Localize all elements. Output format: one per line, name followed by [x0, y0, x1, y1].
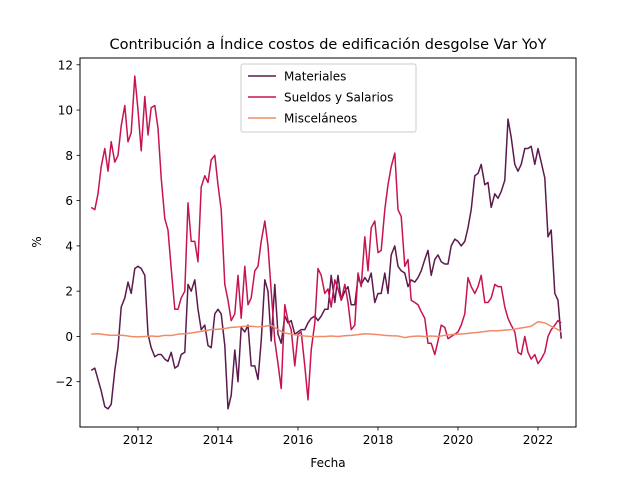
x-tick-label: 2022 — [523, 433, 554, 447]
y-tick-label: 12 — [58, 58, 73, 72]
y-tick-label: 8 — [65, 149, 73, 163]
plot-frame — [79, 57, 577, 428]
x-tick-label: 2014 — [203, 433, 234, 447]
x-axis-ticks: 2012 2014 2016 2018 2020 2022 — [123, 427, 554, 447]
y-tick-label: 10 — [58, 104, 73, 118]
x-axis-label: Fecha — [310, 456, 345, 470]
x-tick-label: 2016 — [283, 433, 314, 447]
x-tick-label: 2012 — [123, 433, 154, 447]
x-tick-label: 2018 — [363, 433, 394, 447]
plot-lines — [90, 75, 562, 410]
series-line-0 — [90, 118, 562, 410]
chart-title: Contribución a Índice costos de edificac… — [109, 36, 546, 53]
y-tick-label: 4 — [65, 239, 73, 253]
y-axis-label: % — [30, 236, 44, 247]
y-tick-label: 0 — [65, 330, 73, 344]
legend-label-0: Materiales — [284, 70, 346, 84]
y-tick-label: 2 — [65, 285, 73, 299]
y-tick-label: −2 — [55, 375, 73, 389]
legend-frame — [240, 63, 417, 133]
legend: Materiales Sueldos y Salarios Misceláneos — [240, 63, 417, 133]
x-tick-label: 2020 — [443, 433, 474, 447]
series-line-1 — [90, 75, 562, 401]
y-tick-label: 6 — [65, 194, 73, 208]
legend-label-1: Sueldos y Salarios — [284, 91, 393, 105]
legend-label-2: Misceláneos — [284, 112, 357, 126]
y-axis-ticks: −2 0 2 4 6 8 10 12 — [55, 58, 80, 389]
series-line-2 — [91, 320, 562, 339]
